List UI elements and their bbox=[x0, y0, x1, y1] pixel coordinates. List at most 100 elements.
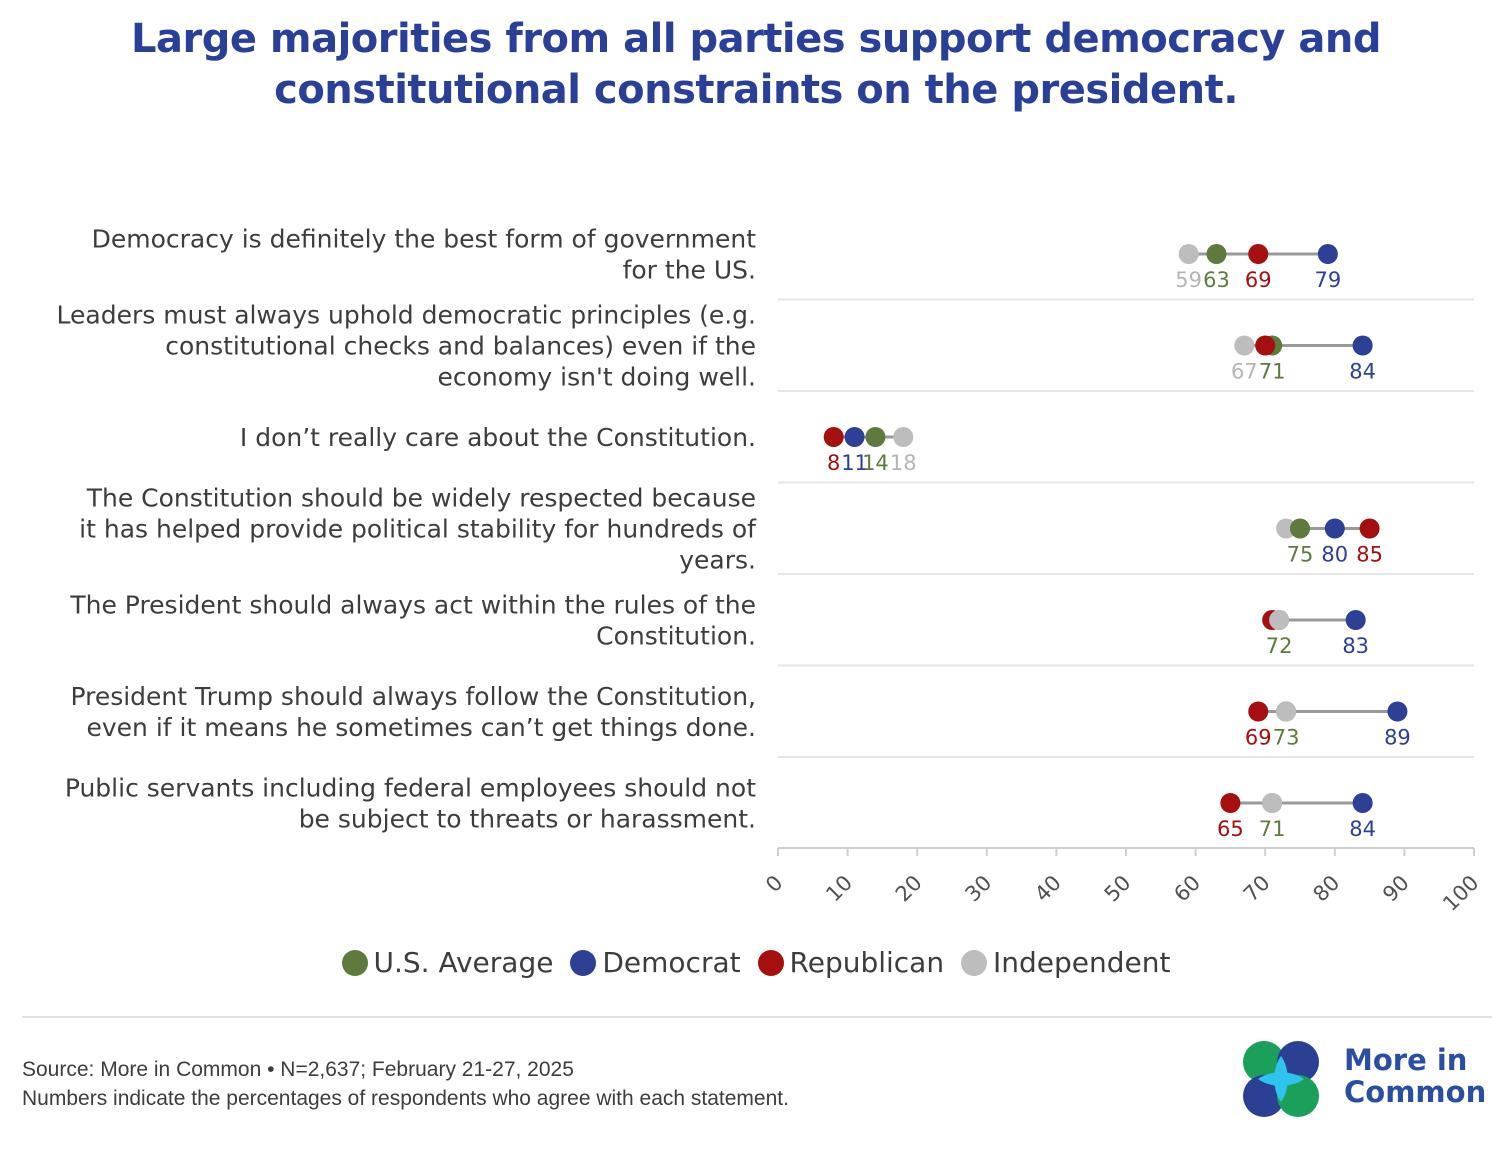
legend-item-independent: Independent bbox=[961, 946, 1170, 979]
value-label-republican: 65 bbox=[1217, 817, 1244, 841]
dot-us-average bbox=[1290, 518, 1310, 539]
value-label-us-average: 63 bbox=[1203, 268, 1230, 292]
row-label-line: it has helped provide political stabilit… bbox=[79, 515, 757, 544]
row-label-line: I don’t really care about the Constituti… bbox=[240, 423, 756, 452]
dot-democrat bbox=[1352, 793, 1373, 813]
legend-label-democrat: Democrat bbox=[602, 946, 741, 979]
legend-item-republican: Republican bbox=[757, 946, 945, 979]
dot-republican bbox=[1255, 335, 1276, 356]
x-tick-label: 20 bbox=[891, 871, 927, 907]
row-label-line: economy isn't doing well. bbox=[437, 363, 756, 392]
row-separator bbox=[778, 756, 1474, 758]
row-label-line: Public servants including federal employ… bbox=[65, 774, 756, 803]
dot-us-average bbox=[865, 427, 886, 447]
dot-democrat bbox=[1387, 701, 1408, 722]
dot-republican bbox=[1248, 701, 1269, 722]
x-tick-label: 60 bbox=[1169, 871, 1205, 907]
row-3: I don’t really care about the Constituti… bbox=[240, 423, 1474, 484]
source-line: Source: More in Common • N=2,637; Februa… bbox=[22, 1058, 574, 1081]
value-label-independent: 67 bbox=[1231, 360, 1258, 384]
value-label-democrat: 80 bbox=[1321, 543, 1348, 567]
row-separator bbox=[778, 481, 1474, 484]
row-label-line: Constitution. bbox=[596, 622, 756, 651]
value-label-us-average: 71 bbox=[1259, 817, 1286, 841]
dot-independent bbox=[1234, 335, 1255, 356]
dot-independent bbox=[1178, 244, 1199, 264]
dot-plot: Democracy is definitely the best form of… bbox=[57, 225, 1484, 916]
row-6: President Trump should always follow the… bbox=[70, 682, 1474, 758]
logo-wordmark: More in Common bbox=[1344, 1044, 1486, 1108]
value-label-us-average: 14 bbox=[862, 451, 889, 475]
row-label-line: be subject to threats or harassment. bbox=[299, 805, 756, 834]
dot-democrat bbox=[1317, 244, 1338, 264]
x-tick-label: 40 bbox=[1030, 871, 1066, 907]
legend-label-independent: Independent bbox=[993, 946, 1171, 979]
legend-label-republican: Republican bbox=[789, 946, 945, 979]
dot-democrat bbox=[1324, 518, 1345, 539]
row-label-line: years. bbox=[679, 546, 756, 575]
legend: U.S. Average Democrat Republican Indepen… bbox=[0, 946, 1512, 983]
logo-wordmark-line-1: More in bbox=[1344, 1043, 1468, 1077]
footer-divider bbox=[22, 1016, 1492, 1018]
value-label-democrat: 83 bbox=[1342, 634, 1369, 658]
value-label-us-average: 72 bbox=[1266, 634, 1293, 658]
row-label-line: even if it means he sometimes can’t get … bbox=[86, 713, 756, 742]
dot-independent bbox=[1276, 701, 1297, 722]
logo-mark-icon bbox=[1243, 1041, 1319, 1117]
legend-label-us-average: U.S. Average bbox=[373, 946, 554, 979]
value-label-republican: 69 bbox=[1245, 726, 1272, 750]
dot-us-average bbox=[1206, 244, 1227, 264]
dot-independent bbox=[1262, 793, 1283, 813]
row-label-line: for the US. bbox=[623, 256, 756, 285]
methodology-note: Numbers indicate the percentages of resp… bbox=[22, 1087, 789, 1110]
value-label-democrat: 79 bbox=[1314, 268, 1341, 292]
value-label-democrat: 84 bbox=[1349, 360, 1376, 384]
row-separator bbox=[778, 573, 1474, 575]
row-separator bbox=[778, 298, 1474, 301]
chart-title-line-2: constitutional constraints on the presid… bbox=[274, 67, 1238, 113]
value-label-us-average: 71 bbox=[1259, 360, 1286, 384]
value-label-democrat: 84 bbox=[1349, 817, 1376, 841]
row-separator bbox=[778, 390, 1474, 392]
value-label-republican: 85 bbox=[1356, 543, 1383, 567]
legend-swatch-democrat bbox=[570, 949, 597, 976]
dot-democrat bbox=[1352, 335, 1373, 356]
dot-independent bbox=[1276, 518, 1297, 539]
x-tick-label: 50 bbox=[1100, 871, 1136, 907]
legend-swatch-independent bbox=[961, 949, 987, 976]
x-tick-label: 70 bbox=[1239, 871, 1275, 907]
row-4: The Constitution should be widely respec… bbox=[79, 484, 1474, 575]
row-label-line: President Trump should always follow the… bbox=[70, 682, 756, 711]
dot-republican bbox=[1359, 518, 1380, 539]
value-label-republican: 69 bbox=[1245, 268, 1272, 292]
row-label-line: The Constitution should be widely respec… bbox=[86, 484, 756, 513]
x-tick-label: 80 bbox=[1308, 871, 1344, 907]
dot-republican bbox=[823, 427, 844, 447]
value-label-us-average: 75 bbox=[1287, 543, 1314, 567]
dot-democrat bbox=[1345, 610, 1366, 630]
row-label-line: Leaders must always uphold democratic pr… bbox=[57, 301, 756, 330]
value-label-democrat: 89 bbox=[1384, 726, 1411, 750]
x-tick-label: 100 bbox=[1438, 871, 1483, 916]
legend-swatch-republican bbox=[757, 949, 784, 976]
legend-swatch-us-average bbox=[341, 949, 368, 976]
value-label-republican: 8 bbox=[827, 451, 840, 475]
dot-republican bbox=[1220, 793, 1241, 813]
row-7: Public servants including federal employ… bbox=[65, 774, 1376, 842]
row-label-line: constitutional checks and balances) even… bbox=[165, 332, 756, 361]
more-in-common-logo: More in Common bbox=[1240, 1040, 1510, 1120]
x-tick-label: 0 bbox=[761, 871, 787, 897]
row-5: The President should always act within t… bbox=[69, 591, 1474, 667]
dot-independent bbox=[1269, 610, 1290, 630]
value-label-independent: 18 bbox=[890, 451, 917, 475]
value-label-independent: 59 bbox=[1175, 268, 1202, 292]
row-2: Leaders must always uphold democratic pr… bbox=[57, 301, 1474, 392]
x-tick-label: 90 bbox=[1378, 871, 1414, 907]
x-tick-label: 30 bbox=[960, 871, 996, 907]
legend-item-us-average: U.S. Average bbox=[341, 946, 554, 979]
legend-item-democrat: Democrat bbox=[570, 946, 741, 979]
row-label-line: Democracy is definitely the best form of… bbox=[92, 225, 757, 254]
dot-independent bbox=[893, 427, 914, 447]
row-label-line: The President should always act within t… bbox=[69, 591, 756, 620]
chart-title: Large majorities from all parties suppor… bbox=[0, 14, 1512, 116]
